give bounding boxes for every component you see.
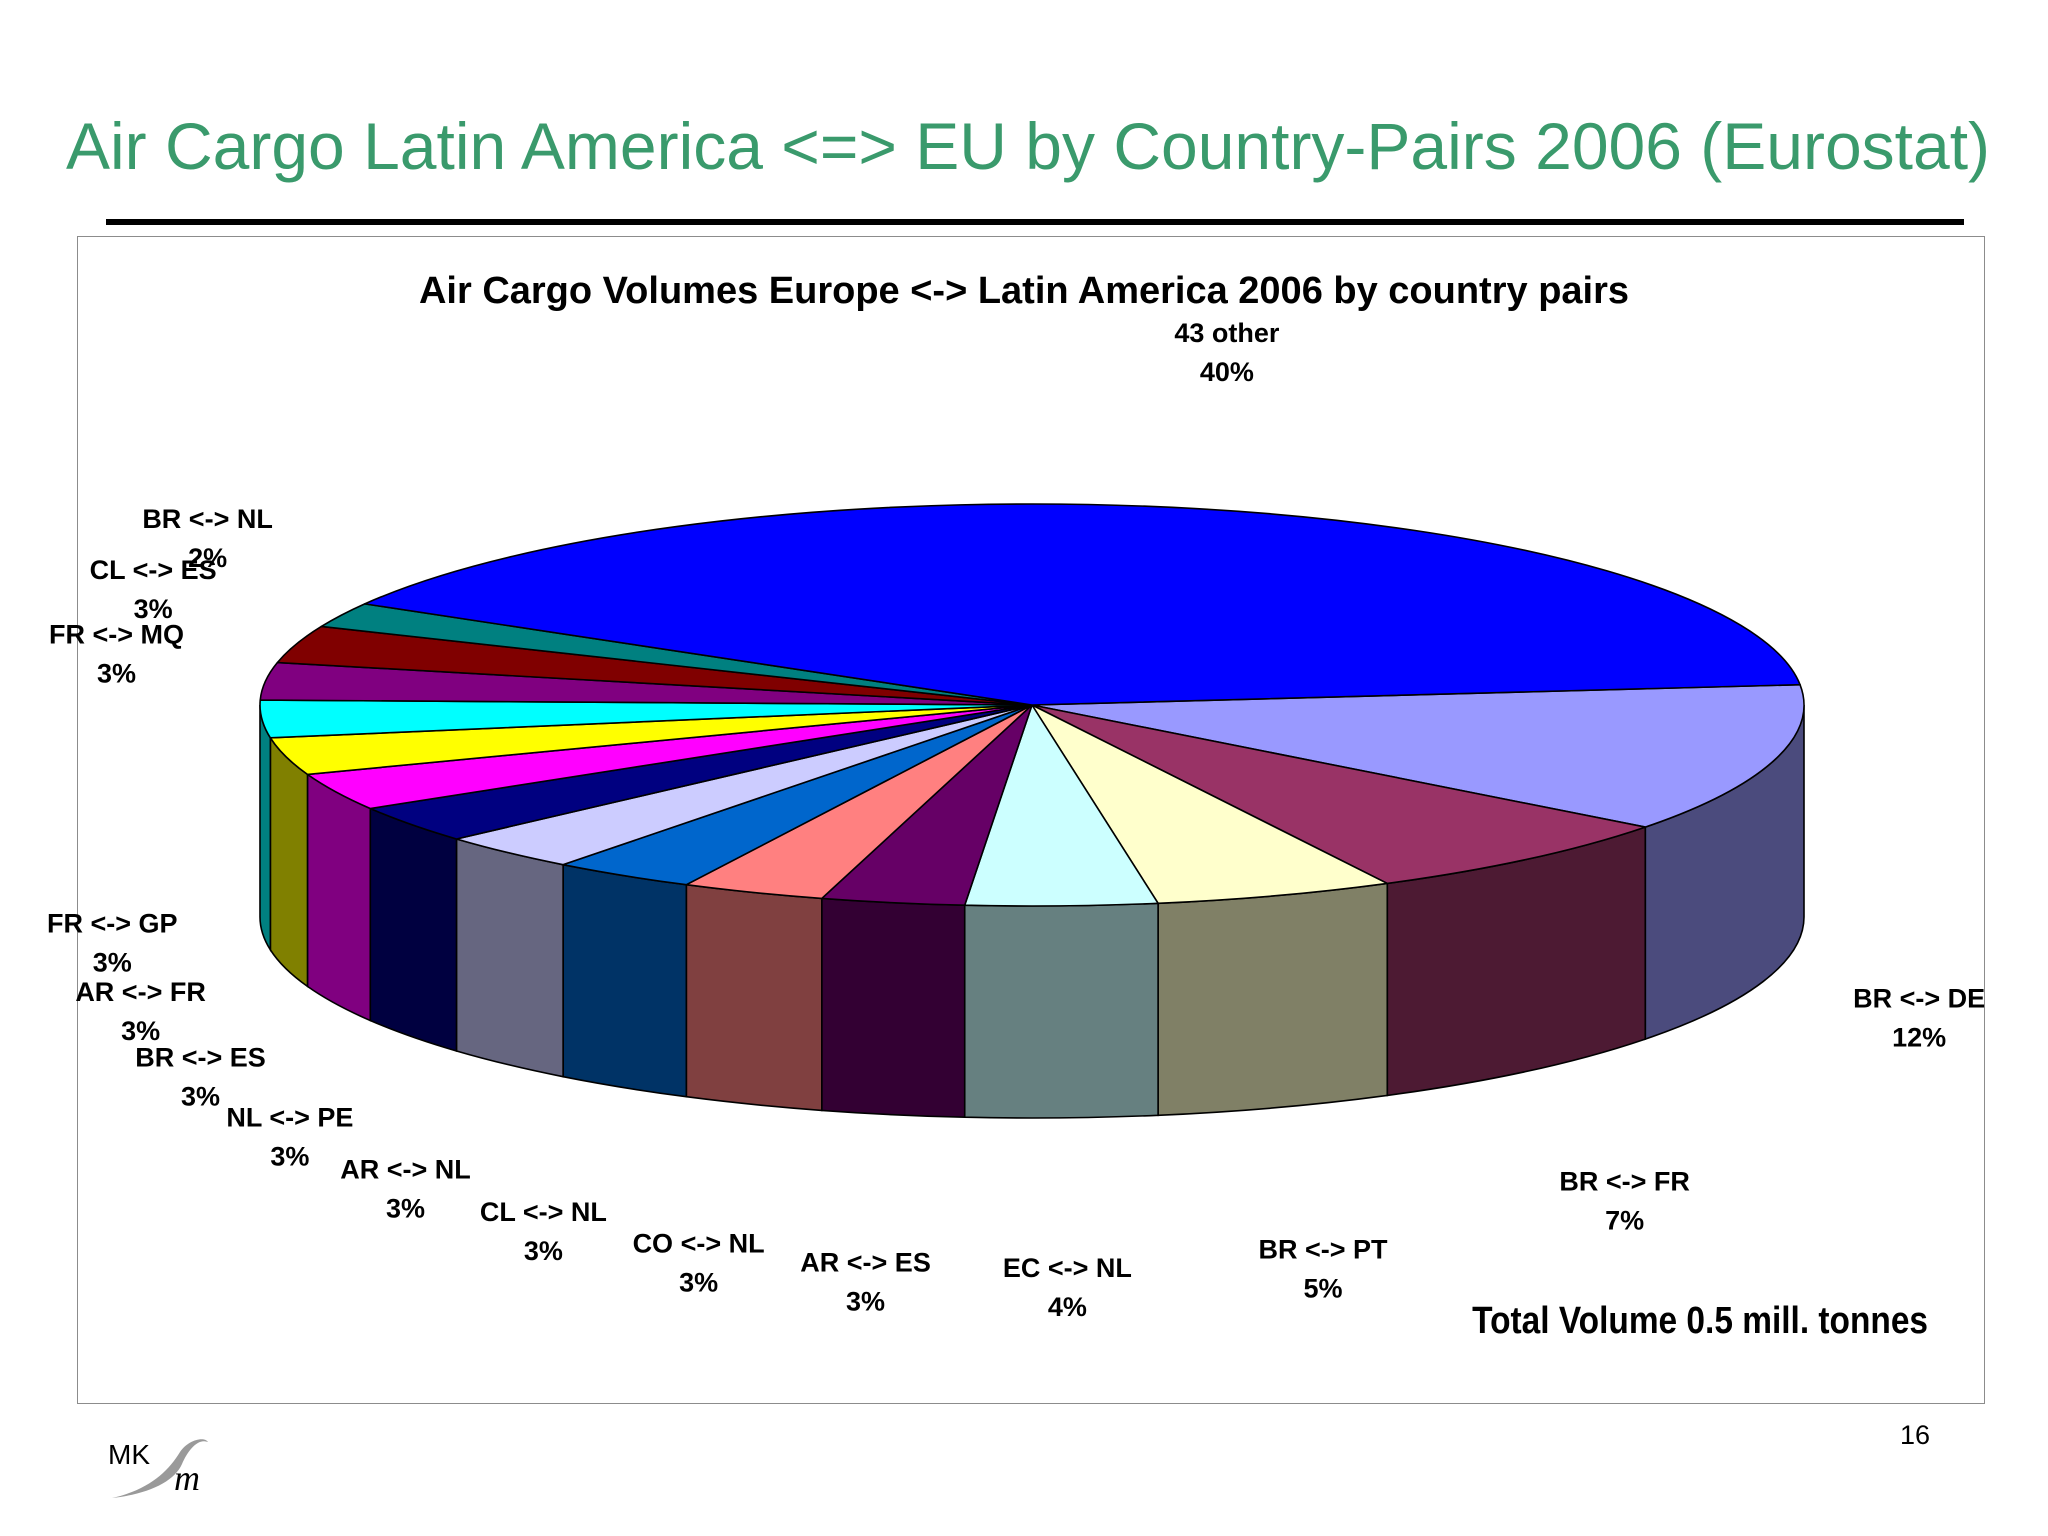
pie-side-br-es [306, 772, 372, 1022]
pie-label-name: FR <-> GP [47, 908, 178, 938]
pie-label-cl-nl: CL <-> NL 3% [480, 1197, 607, 1266]
pie-label-percent: 3% [270, 1142, 309, 1172]
pie-label-fr-gp: FR <-> GP 3% [47, 908, 178, 977]
pie-label-name: CO <-> NL [633, 1228, 765, 1258]
title-underline [106, 219, 1964, 225]
pie-label-percent: 4% [1048, 1292, 1087, 1322]
pie-label-br-de: BR <-> DE 12% [1853, 983, 1985, 1052]
pie-label-name: AR <-> NL [340, 1155, 471, 1185]
pie-label-percent: 3% [386, 1194, 425, 1224]
pie-slice-br-fr [1031, 704, 1647, 885]
pie-label-percent: 12% [1892, 1022, 1946, 1052]
pie-label-percent: 3% [121, 1016, 160, 1046]
pie-label-br-es: BR <-> ES 3% [135, 1043, 266, 1112]
pie-label-name: BR <-> NL [142, 504, 273, 534]
pie-side-ar-nl [455, 837, 564, 1078]
pie-label-br-fr: BR <-> FR 7% [1559, 1167, 1690, 1236]
pie-label-br-pt: BR <-> PT 5% [1259, 1234, 1389, 1303]
pie-label-percent: 5% [1304, 1273, 1343, 1303]
pie-label-name: CL <-> ES [90, 555, 217, 585]
pie-labels: BR <-> DE 12% BR <-> FR 7% BR <-> PT 5% EC <->… [47, 318, 1985, 1322]
pie-label-name: BR <-> DE [1853, 983, 1985, 1013]
pie-label-percent: 3% [524, 1236, 563, 1266]
pie-slice-ec-nl [963, 704, 1159, 907]
mksm-logo: MK m [108, 1439, 208, 1498]
pie-side-ar-es [821, 897, 966, 1119]
pie-slice-43-other [363, 503, 1801, 706]
chart-title: Air Cargo Volumes Europe <-> Latin Ameri… [418, 270, 1630, 312]
pie-label-percent: 40% [1200, 357, 1254, 387]
pie-label-percent: 3% [679, 1267, 718, 1297]
pie-label-cl-es: CL <-> ES 3% [90, 555, 217, 624]
pie-label-name: AR <-> FR [75, 977, 206, 1007]
pie-label-nl-pe: NL <-> PE 3% [226, 1103, 353, 1172]
pie-label-name: EC <-> NL [1003, 1253, 1132, 1283]
pie-side-co-nl [685, 883, 823, 1112]
page-number: 16 [1900, 1420, 1931, 1450]
pie-slice-br-de [1031, 683, 1805, 828]
pie-label-fr-mq: FR <-> MQ 3% [49, 619, 184, 688]
pie-label-percent: 3% [134, 594, 173, 624]
pie-label-name: BR <-> PT [1259, 1234, 1389, 1264]
pie-label-percent: 3% [97, 658, 136, 688]
pie-label-ar-es: AR <-> ES 3% [800, 1247, 931, 1316]
pie-side-nl-pe [369, 807, 458, 1053]
pie-label-name: 43 other [1174, 318, 1280, 348]
pie-label-percent: 3% [93, 947, 132, 977]
svg-text:MK: MK [108, 1439, 150, 1470]
pie-label-ar-nl: AR <-> NL 3% [340, 1155, 471, 1224]
pie-slice-br-pt [1031, 704, 1389, 905]
svg-text:m: m [174, 1458, 200, 1498]
pie-side-ec-nl [963, 902, 1159, 1119]
slide-title: Air Cargo Latin America <=> EU by Countr… [66, 109, 1991, 183]
pie-label-percent: 2% [188, 543, 227, 573]
pie-side-ar-fr [269, 735, 309, 988]
pie-label-name: NL <-> PE [226, 1103, 353, 1133]
pie-label-percent: 3% [181, 1082, 220, 1112]
pie-label-ar-fr: AR <-> FR 3% [75, 977, 206, 1046]
pie-label-name: FR <-> MQ [49, 619, 184, 649]
pie-top-faces [259, 503, 1805, 907]
pie-side-cl-nl [562, 863, 688, 1098]
pie-label-name: BR <-> FR [1559, 1167, 1690, 1197]
pie-side-br-pt [1157, 882, 1389, 1117]
pie-label-percent: 7% [1605, 1206, 1644, 1236]
pie-label-percent: 3% [846, 1286, 885, 1316]
pie-label-name: CL <-> NL [480, 1197, 607, 1227]
pie-label-br-nl: BR <-> NL 2% [142, 504, 273, 573]
pie-label-name: BR <-> ES [135, 1043, 266, 1073]
pie-label-co-nl: CO <-> NL 3% [633, 1228, 765, 1297]
pie-label-ec-nl: EC <-> NL 4% [1003, 1253, 1132, 1322]
pie-label-name: AR <-> ES [800, 1247, 931, 1277]
pie-side-fr-gp [259, 704, 272, 953]
pie-label-43-other: 43 other 40% [1174, 318, 1280, 387]
total-volume-note: Total Volume 0.5 mill. tonnes [1472, 1300, 1928, 1342]
